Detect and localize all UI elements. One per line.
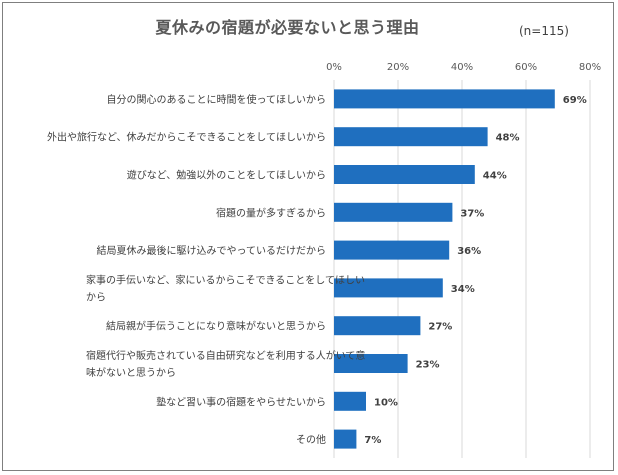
data-label: 7% — [364, 435, 381, 446]
category-label: 外出や旅行など、休みだからこそできることをしてほしいから — [47, 131, 326, 144]
chart-title: 夏休みの宿題が必要ないと思う理由 — [155, 18, 420, 37]
data-label: 23% — [416, 360, 440, 371]
data-label: 48% — [496, 133, 520, 144]
category-label: 宿題代行や販売されている自由研究などを利用する人がいて意 — [86, 349, 365, 362]
category-label: から — [86, 291, 106, 303]
x-axis-ticks: 0% 20% 40% 60% 80% — [326, 62, 601, 73]
bar — [334, 391, 366, 411]
bar — [334, 316, 421, 336]
bar — [334, 354, 408, 373]
data-label: 69% — [563, 95, 587, 106]
data-label: 27% — [428, 322, 452, 333]
value-labels: 69% 48% 44% 37% 36% 34% 27% 23% 10% 7% — [364, 95, 586, 446]
category-label: 家事の手伝いなど、家にいるからこそできることをしてほしい — [86, 273, 365, 286]
x-tick-label: 80% — [579, 62, 601, 73]
bar — [334, 89, 555, 109]
bar — [334, 127, 488, 147]
data-label: 34% — [451, 284, 475, 295]
category-label: その他 — [296, 433, 326, 446]
bar — [334, 240, 450, 260]
category-label: 遊びなど、勉強以外のことをしてほしいから — [127, 169, 326, 182]
chart-frame — [2, 2, 614, 471]
x-tick-label: 60% — [515, 62, 537, 73]
data-label: 37% — [460, 208, 484, 219]
category-label: 自分の関心のあることに時間を使ってほしいから — [107, 93, 327, 106]
category-label: 宿題の量が多すぎるから — [216, 206, 326, 219]
category-label: 結局夏休み最後に駆け込みでやっているだけだから — [97, 244, 327, 257]
category-labels: 自分の関心のあることに時間を使ってほしいから外出や旅行など、休みだからこそできる… — [47, 93, 365, 446]
bar — [334, 278, 443, 298]
bars — [334, 89, 555, 449]
bar — [334, 165, 475, 184]
data-label: 36% — [457, 246, 481, 257]
category-label: 結局親が手伝うことになり意味がないと思うから — [106, 320, 326, 333]
data-label: 10% — [374, 397, 398, 408]
sample-size: (n=115) — [519, 24, 569, 38]
x-tick-label: 40% — [451, 62, 473, 73]
bar — [334, 202, 453, 222]
bar — [334, 429, 357, 449]
data-label: 44% — [483, 171, 507, 182]
category-label: 味がないと思うから — [86, 366, 176, 379]
x-tick-label: 0% — [326, 62, 342, 73]
category-label: 塾など習い事の宿題をやらせたいから — [156, 395, 326, 408]
x-tick-label: 20% — [387, 62, 409, 73]
